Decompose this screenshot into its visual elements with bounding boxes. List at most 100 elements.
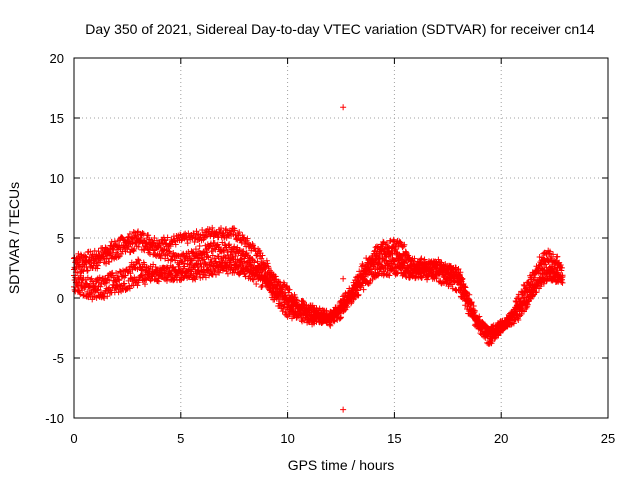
data-point: [308, 309, 315, 316]
data-point: [191, 238, 198, 245]
data-point: [227, 230, 234, 237]
data-point: [101, 294, 108, 301]
data-point: [136, 261, 143, 268]
data-point: [397, 252, 404, 259]
data-point: [515, 316, 522, 323]
data-point: [265, 281, 272, 288]
data-point: [187, 260, 194, 267]
data-point: [524, 303, 531, 310]
data-point: [189, 248, 196, 255]
data-point: [151, 234, 158, 241]
data-point: [292, 294, 299, 301]
data-point: [175, 261, 182, 268]
data-point: [258, 255, 265, 262]
data-point: [192, 246, 199, 253]
data-point: [236, 247, 243, 254]
data-point: [204, 249, 211, 256]
data-point: [123, 286, 130, 293]
data-point: [224, 270, 231, 277]
data-point: [467, 306, 474, 313]
y-tick-label: 10: [50, 171, 64, 186]
data-point: [161, 236, 168, 243]
data-point: [542, 276, 549, 283]
data-point: [232, 253, 239, 260]
data-point: [322, 311, 329, 318]
data-point: [263, 257, 270, 264]
data-point: [223, 267, 230, 274]
data-point: [300, 301, 307, 308]
data-point: [353, 286, 360, 293]
data-point: [547, 248, 554, 255]
data-point: [355, 291, 362, 298]
data-point: [108, 238, 115, 245]
data-point: [115, 253, 122, 260]
data-point: [376, 270, 383, 277]
data-point: [461, 283, 468, 290]
data-point: [413, 269, 420, 276]
data-point: [404, 268, 411, 275]
data-point: [533, 289, 540, 296]
data-point: [456, 281, 463, 288]
data-point: [540, 280, 547, 287]
data-point: [523, 304, 530, 311]
data-point: [283, 283, 290, 290]
data-point: [181, 263, 188, 270]
data-point: [386, 272, 393, 279]
data-point: [313, 308, 320, 315]
data-point: [165, 271, 172, 278]
data-point: [520, 281, 527, 288]
y-tick-label: 15: [50, 111, 64, 126]
data-point: [554, 253, 561, 260]
data-point: [449, 285, 456, 292]
data-point: [249, 241, 256, 248]
data-point: [196, 255, 203, 262]
data-point: [261, 264, 268, 271]
data-point: [235, 232, 242, 239]
data-point: [192, 266, 199, 273]
data-point: [442, 269, 449, 276]
data-point: [72, 274, 79, 281]
data-point: [89, 252, 96, 259]
data-point: [272, 285, 279, 292]
data-point: [406, 256, 413, 263]
data-point: [103, 255, 110, 262]
data-point: [101, 280, 108, 287]
data-point: [486, 329, 493, 336]
data-point: [125, 243, 132, 250]
data-point: [192, 276, 199, 283]
data-point: [558, 276, 565, 283]
data-point: [221, 260, 228, 267]
data-point: [220, 230, 227, 237]
data-point: [260, 263, 267, 270]
data-point: [167, 243, 174, 250]
data-point: [456, 275, 463, 282]
data-point: [383, 257, 390, 264]
data-point: [184, 274, 191, 281]
data-point: [138, 272, 145, 279]
data-point: [559, 273, 566, 280]
data-point: [178, 237, 185, 244]
data-point: [380, 245, 387, 252]
data-point: [452, 269, 459, 276]
data-point: [135, 257, 142, 264]
data-point: [197, 268, 204, 275]
data-point: [508, 321, 515, 328]
data-point: [143, 240, 150, 247]
data-point: [80, 292, 87, 299]
data-point: [459, 276, 466, 283]
data-point: [445, 266, 452, 273]
data-point: [104, 293, 111, 300]
data-point: [536, 277, 543, 284]
data-point: [224, 252, 231, 259]
data-point: [435, 256, 442, 263]
data-point: [323, 307, 330, 314]
data-point: [259, 252, 266, 259]
data-point: [275, 279, 282, 286]
data-point: [254, 265, 261, 272]
data-point: [401, 259, 408, 266]
data-point: [139, 230, 146, 237]
data-point: [134, 229, 141, 236]
x-tick-label: 20: [494, 431, 508, 446]
data-point: [393, 269, 400, 276]
